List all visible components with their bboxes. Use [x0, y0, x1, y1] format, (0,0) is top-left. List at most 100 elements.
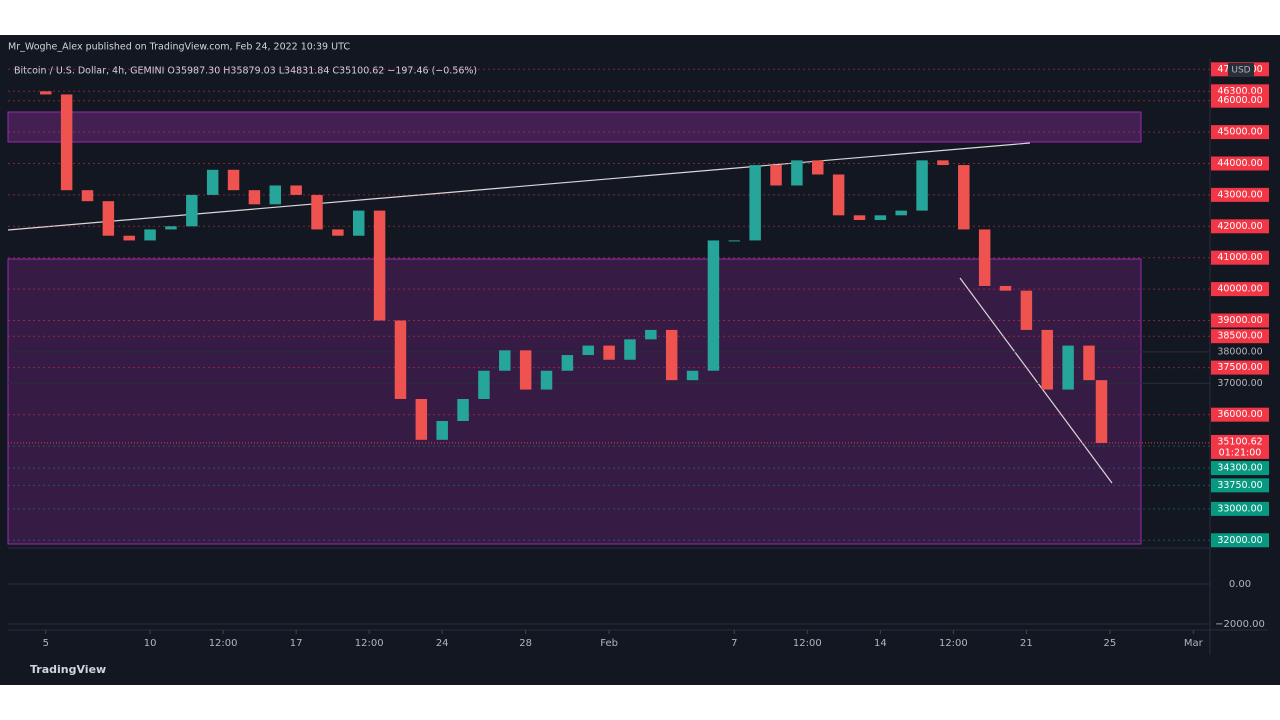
price-label-bg [1211, 461, 1269, 476]
candle-body [645, 329, 657, 340]
macd-tick-label: 0.00 [1229, 579, 1251, 590]
x-tick-label: 12:00 [209, 638, 238, 649]
x-tick-label: 12:00 [355, 638, 384, 649]
last-price-bg [1211, 434, 1269, 459]
price-label-bg [1211, 219, 1269, 234]
candle-body [812, 160, 824, 175]
candle-body [874, 215, 887, 221]
x-tick-label: Mar [1184, 638, 1204, 649]
y-tick-label: 43000.00 [1217, 189, 1262, 200]
candle-body [791, 160, 803, 186]
y-tick-label: 40000.00 [1217, 284, 1262, 295]
candle-body [311, 194, 323, 230]
x-tick-label: Feb [600, 638, 618, 649]
candle-body [165, 226, 177, 230]
candle-body [916, 160, 928, 211]
candle-body [519, 350, 532, 390]
candle-body [728, 240, 741, 242]
last-price: 35100.62 [1217, 436, 1262, 447]
candle-body [332, 229, 344, 236]
price-label-bg [1211, 282, 1269, 297]
candle-body [770, 165, 782, 186]
candle-body [269, 185, 282, 205]
y-tick-label: 38000.00 [1217, 346, 1262, 357]
x-tick-label: 17 [290, 638, 303, 649]
x-tick-label: 21 [1020, 638, 1033, 649]
candle-body [749, 165, 761, 241]
candle-body [832, 174, 845, 216]
candle-body [686, 370, 699, 381]
price-label-bg [1211, 313, 1269, 328]
x-tick-label: 12:00 [793, 638, 822, 649]
y-tick-label: 46300.00 [1217, 86, 1262, 97]
x-tick-label: 28 [519, 638, 532, 649]
y-tick-label: 39000.00 [1217, 315, 1262, 326]
price-label-bg [1211, 501, 1269, 516]
candle-body [415, 398, 428, 440]
y-tick-label: 33000.00 [1217, 503, 1262, 514]
candle-body [603, 345, 615, 360]
candle-body [457, 398, 469, 421]
footer: TradingView [30, 663, 106, 676]
y-tick-label: 33750.00 [1217, 480, 1262, 491]
candle-body [499, 350, 511, 371]
x-tick-label: 10 [144, 638, 157, 649]
candle-body [853, 215, 866, 221]
price-label-bg [1211, 125, 1269, 140]
y-tick-label: 42000.00 [1217, 221, 1262, 232]
x-tick-label: 25 [1103, 638, 1116, 649]
trend-line [7, 142, 1031, 231]
candle-body [206, 169, 219, 195]
candle-body [999, 285, 1012, 291]
price-label-bg [1211, 187, 1269, 202]
candle-body [1083, 345, 1095, 381]
x-tick-label: 5 [43, 638, 49, 649]
currency: USD [1231, 66, 1250, 76]
candle-body [227, 169, 240, 191]
candle-body [665, 329, 678, 381]
candle-body [624, 339, 636, 360]
y-tick-label: 32000.00 [1217, 535, 1262, 546]
candle-body [1062, 345, 1074, 390]
price-label-bg [1211, 407, 1269, 422]
candle-body [144, 229, 156, 241]
candle-body [81, 190, 94, 202]
y-tick-label: 46000.00 [1217, 95, 1262, 106]
price-label-bg [1211, 533, 1269, 548]
candle-body [373, 210, 386, 321]
currency-badge [1228, 63, 1254, 77]
header: Mr_Woghe_Alex published on TradingView.c… [8, 42, 350, 53]
candle-body [394, 320, 407, 399]
y-tick-label: 37000.00 [1217, 378, 1262, 389]
candle-body [248, 190, 261, 205]
candle-body [561, 355, 574, 371]
candle-body [707, 240, 720, 371]
candle-body [1041, 329, 1053, 390]
y-tick-label: 34300.00 [1217, 463, 1262, 474]
x-tick-label: 14 [874, 638, 887, 649]
y-tick-label: 41000.00 [1217, 252, 1262, 263]
legend: Bitcoin / U.S. Dollar, 4h, GEMINI O35987… [14, 66, 477, 77]
candle-body [290, 185, 302, 195]
candle-body [582, 345, 594, 356]
y-tick-label: 36000.00 [1217, 409, 1262, 420]
price-label-bg [1211, 360, 1269, 375]
y-tick-label: 45000.00 [1217, 127, 1262, 138]
candle-body [123, 235, 135, 241]
countdown: 01:21:00 [1219, 447, 1262, 458]
candle-body [186, 194, 198, 227]
candle-body [1020, 290, 1033, 330]
price-label-bg [1211, 478, 1269, 493]
range-zone [7, 258, 1142, 545]
price-label-bg [1211, 250, 1269, 265]
candle-body [436, 420, 448, 440]
candle-body [1095, 380, 1108, 443]
candle-body [352, 210, 365, 236]
macd-tick-label: −2000.00 [1215, 619, 1265, 630]
price-label-bg [1211, 329, 1269, 344]
candle-body [40, 91, 52, 95]
y-tick-label: 37500.00 [1217, 362, 1262, 373]
y-tick-label: 44000.00 [1217, 158, 1262, 169]
price-label-bg [1211, 156, 1269, 171]
